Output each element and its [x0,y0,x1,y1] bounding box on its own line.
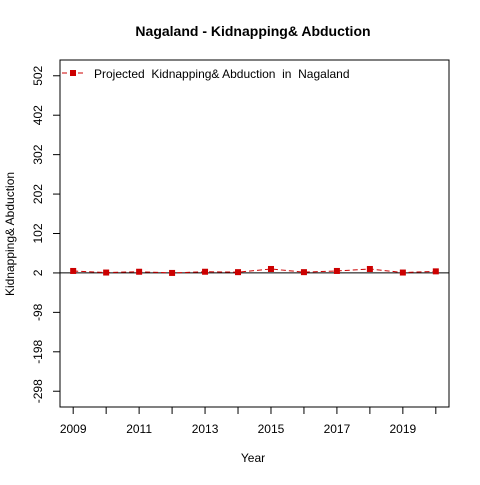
series-layer [70,265,439,276]
data-point-2019 [399,269,406,276]
x-axis: 2009 2011 2013 2015 2017 2019 [60,407,437,436]
x-tick-label-2017: 2017 [324,422,351,436]
x-axis-label: Year [241,451,265,465]
chart-title: Nagaland - Kidnapping& Abduction [135,23,370,39]
data-point-2014 [235,269,242,276]
y-axis: -298 -198 -98 2 102 202 302 402 502 [31,65,60,403]
y-tick-label-8: 502 [31,65,45,85]
y-tick-label-1: -198 [31,339,45,363]
data-point-2011 [136,268,143,275]
legend-label: Projected Kidnapping& Abduction in Nagal… [94,67,350,81]
data-point-2012 [169,269,176,276]
data-point-2009 [70,267,77,274]
y-tick-label-0: -298 [31,379,45,403]
y-tick-label-5: 202 [31,184,45,204]
y-tick-label-3: 2 [31,269,45,276]
data-point-2017 [333,267,340,274]
x-tick-label-2011: 2011 [126,422,152,436]
data-point-2013 [202,268,209,275]
data-point-2010 [103,269,110,276]
data-point-2020 [432,268,439,275]
x-tick-label-2015: 2015 [258,422,285,436]
data-point-2016 [300,269,307,276]
legend: Projected Kidnapping& Abduction in Nagal… [62,67,350,81]
plot-frame [59,59,450,408]
series-line-0 [73,268,436,274]
x-tick-label-2019: 2019 [389,422,416,436]
y-tick-label-2: -98 [31,303,45,321]
y-tick-label-4: 102 [31,223,45,243]
x-tick-label-2009: 2009 [60,422,87,436]
x-tick-label-2013: 2013 [192,422,219,436]
legend-marker [70,70,76,76]
y-axis-label: Kidnapping& Abduction [3,172,17,296]
y-tick-label-6: 302 [31,144,45,164]
data-point-2015 [267,265,274,272]
y-tick-label-7: 402 [31,105,45,125]
data-point-2018 [366,265,373,272]
